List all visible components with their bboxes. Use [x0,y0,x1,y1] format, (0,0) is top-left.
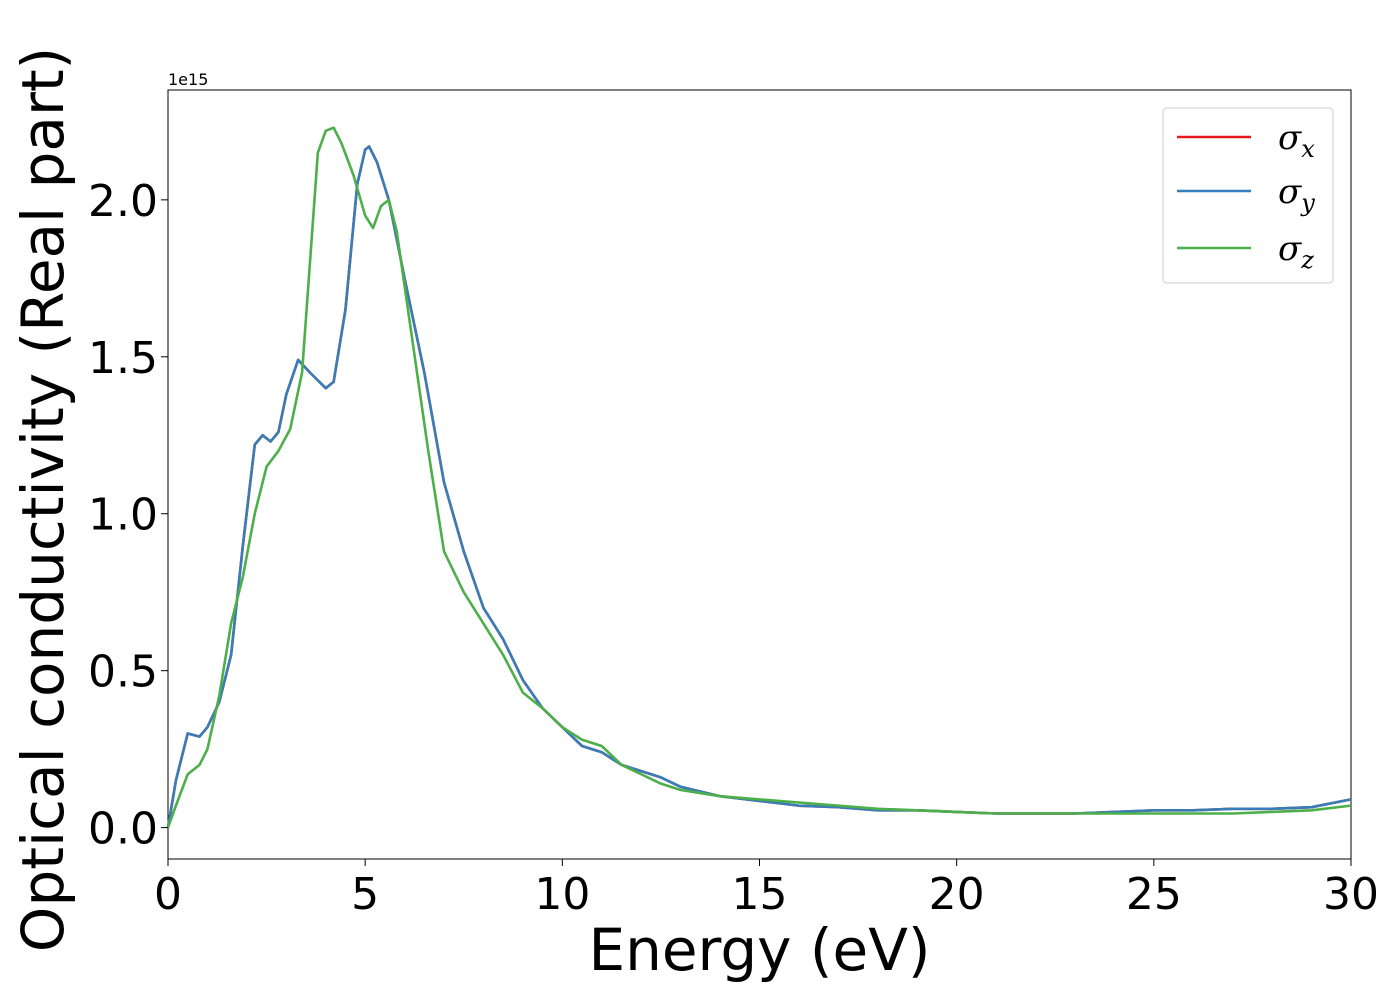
y-axis: 0.0 0.5 1.0 1.5 2.0 [88,176,168,855]
series-line-z [166,126,1352,829]
y-offset-text: 1e15 [168,70,208,89]
x-axis: 0 5 10 15 20 25 30 [154,859,1379,920]
y-tick-label: 2.0 [88,176,158,227]
legend-box [1162,107,1334,284]
y-tick-label: 1.5 [88,333,158,384]
x-tick-label: 20 [929,869,985,920]
y-tick-label: 0.5 [88,647,158,698]
x-tick-label: 15 [732,869,788,920]
series-lines [166,126,1352,829]
y-axis-label: Optical conductivity (Real part) [9,47,77,952]
x-axis-label: Energy (eV) [588,916,930,984]
legend-label-z: σz [1278,229,1314,274]
x-tick-label: 0 [154,869,182,920]
legend-label-x: σx [1278,118,1315,163]
x-tick-label: 25 [1126,869,1182,920]
y-tick-label: 1.0 [88,490,158,541]
legend-label-y: σy [1278,172,1315,217]
x-tick-label: 5 [351,869,379,920]
x-tick-label: 30 [1323,869,1379,920]
x-tick-label: 10 [534,869,590,920]
legend: σx σy σz [1162,107,1334,284]
y-tick-label: 0.0 [88,804,158,855]
